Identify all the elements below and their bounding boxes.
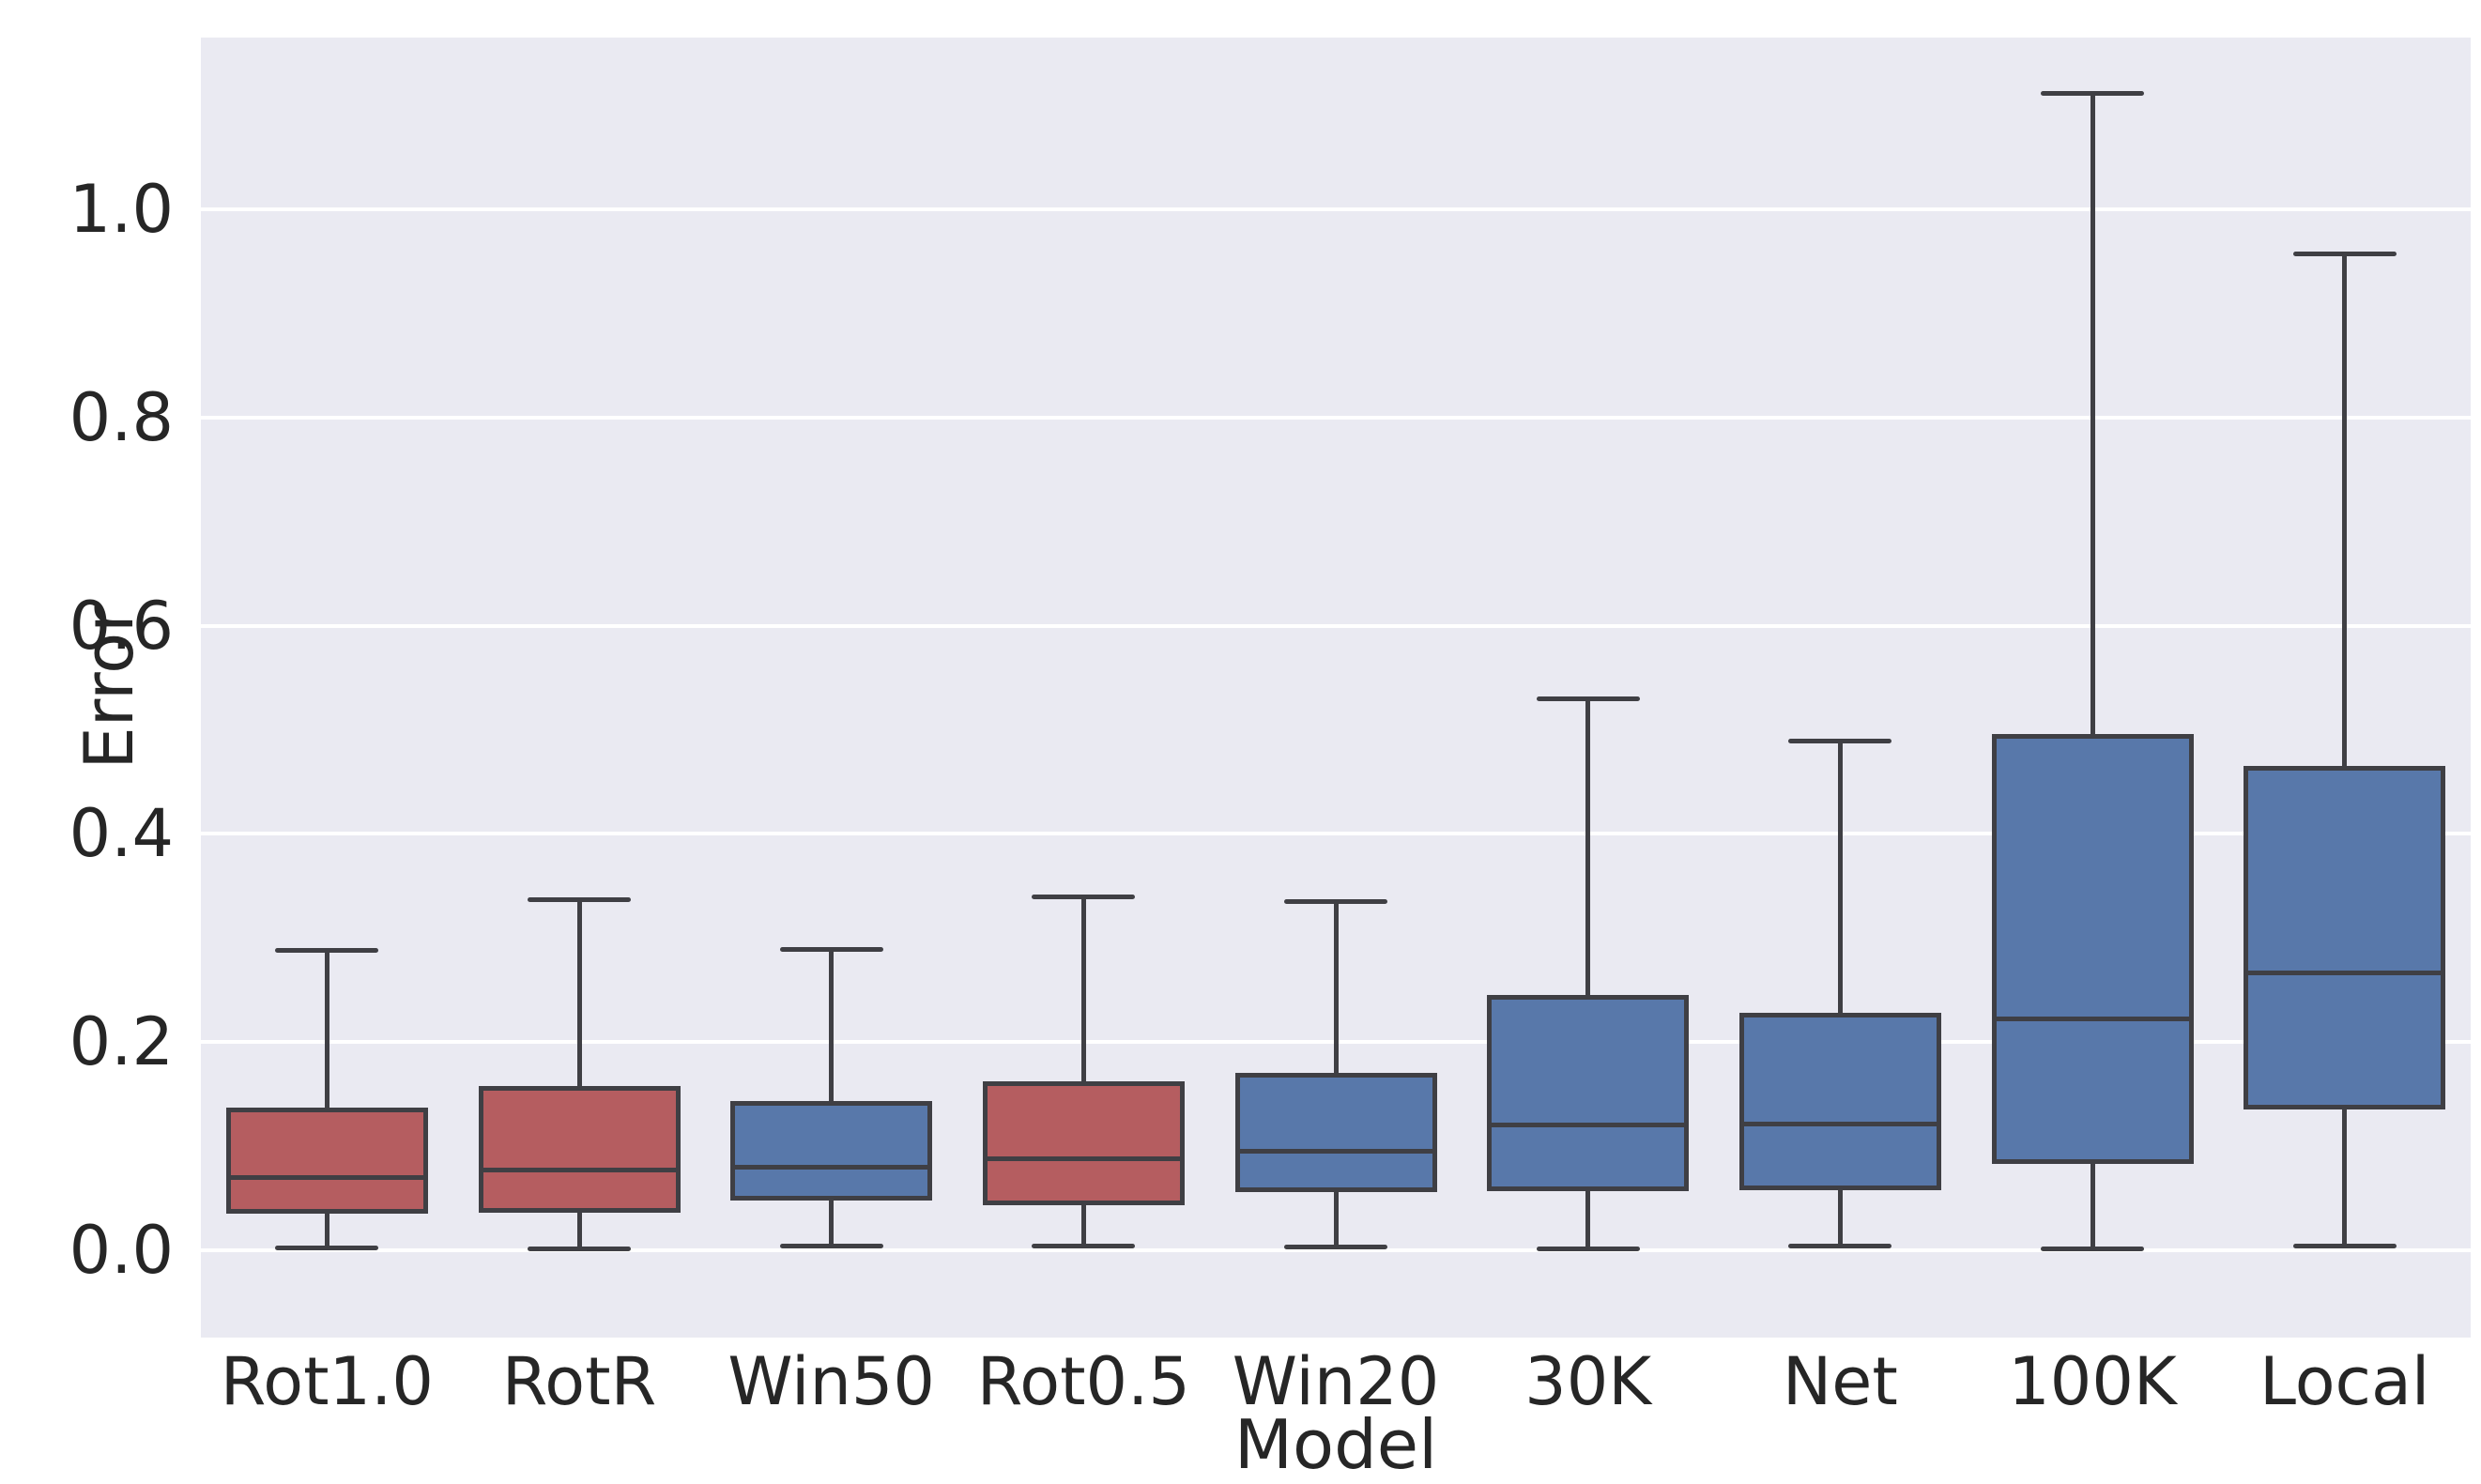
box-Rot1.0 — [225, 1107, 428, 1215]
y-tick-label: 0.8 — [69, 378, 174, 456]
box-RotR — [478, 1085, 681, 1213]
gridline-y-1.0 — [201, 207, 2471, 211]
y-tick-label: 0.6 — [69, 587, 174, 665]
whisker-cap-upper-Net — [1788, 739, 1892, 744]
whisker-cap-lower-Net — [1788, 1243, 1892, 1248]
whisker-upper-RotR — [576, 899, 582, 1086]
median-Rot0.5 — [982, 1155, 1185, 1161]
gridline-y-0.6 — [201, 623, 2471, 628]
median-100K — [1991, 1017, 2194, 1022]
x-tick-label-100K: 100K — [2008, 1343, 2177, 1420]
y-tick-label: 1.0 — [69, 170, 174, 248]
whisker-upper-Win50 — [829, 949, 835, 1102]
x-tick-label-Rot1.0: Rot1.0 — [220, 1343, 434, 1420]
x-tick-label-Win50: Win50 — [727, 1343, 935, 1420]
box-Rot0.5 — [982, 1081, 1185, 1206]
whisker-cap-lower-Rot1.0 — [275, 1246, 379, 1251]
median-Net — [1738, 1122, 1941, 1127]
x-tick-label-RotR: RotR — [501, 1343, 657, 1420]
whisker-upper-Rot0.5 — [1080, 896, 1086, 1082]
whisker-cap-upper-Rot0.5 — [1032, 895, 1136, 900]
whisker-lower-100K — [2090, 1163, 2095, 1249]
y-tick-label: 0.4 — [69, 795, 174, 873]
whisker-upper-Rot1.0 — [324, 950, 329, 1108]
whisker-lower-Win20 — [1333, 1191, 1339, 1247]
gridline-y-0.8 — [201, 415, 2471, 420]
whisker-cap-upper-Win20 — [1284, 898, 1387, 904]
whisker-lower-Rot0.5 — [1080, 1205, 1086, 1247]
whisker-cap-lower-Win20 — [1284, 1245, 1387, 1250]
whisker-upper-30K — [1585, 698, 1591, 996]
x-tick-label-Net: Net — [1782, 1343, 1898, 1420]
box-Win20 — [1234, 1073, 1437, 1192]
whisker-lower-RotR — [576, 1212, 582, 1249]
x-tick-label-30K: 30K — [1524, 1343, 1652, 1420]
box-Net — [1738, 1013, 1941, 1190]
box-Local — [2244, 766, 2446, 1110]
plot-area — [201, 38, 2471, 1338]
box-100K — [1991, 733, 2194, 1164]
gridline-y-0.0 — [201, 1247, 2471, 1252]
median-Win20 — [1234, 1149, 1437, 1154]
whisker-cap-upper-Local — [2292, 252, 2397, 257]
y-tick-label: 0.0 — [69, 1211, 174, 1289]
box-Win50 — [730, 1101, 933, 1201]
whisker-cap-lower-RotR — [528, 1247, 631, 1252]
whisker-lower-Local — [2342, 1109, 2348, 1247]
whisker-cap-upper-30K — [1536, 696, 1640, 701]
whisker-upper-Local — [2342, 253, 2348, 767]
whisker-cap-upper-Win50 — [779, 946, 883, 952]
whisker-lower-Win50 — [829, 1200, 835, 1247]
whisker-upper-Net — [1837, 741, 1843, 1013]
whisker-cap-lower-Win50 — [779, 1243, 883, 1248]
median-30K — [1487, 1123, 1690, 1128]
whisker-cap-upper-Rot1.0 — [275, 947, 379, 953]
box-30K — [1487, 995, 1690, 1191]
whisker-upper-100K — [2090, 93, 2095, 734]
x-tick-label-Local: Local — [2259, 1343, 2430, 1420]
whisker-cap-lower-Local — [2292, 1243, 2397, 1248]
median-RotR — [478, 1167, 681, 1172]
whisker-cap-upper-RotR — [528, 896, 631, 902]
whisker-upper-Win20 — [1333, 901, 1339, 1074]
whisker-cap-lower-100K — [2041, 1247, 2144, 1252]
median-Local — [2244, 971, 2446, 976]
whisker-lower-30K — [1585, 1190, 1591, 1249]
median-Win50 — [730, 1164, 933, 1170]
x-axis-title: Model — [1233, 1405, 1438, 1484]
whisker-lower-Net — [1837, 1189, 1843, 1247]
whisker-cap-lower-Rot0.5 — [1032, 1243, 1136, 1248]
gridline-y-0.4 — [201, 832, 2471, 836]
y-tick-label: 0.2 — [69, 1003, 174, 1081]
median-Rot1.0 — [225, 1174, 428, 1180]
whisker-cap-lower-30K — [1536, 1247, 1640, 1252]
x-tick-label-Rot0.5: Rot0.5 — [976, 1343, 1190, 1420]
y-axis-title: Error — [69, 604, 148, 770]
x-tick-label-Win20: Win20 — [1232, 1343, 1440, 1420]
whisker-lower-Rot1.0 — [324, 1214, 329, 1248]
whisker-cap-upper-100K — [2041, 91, 2144, 97]
